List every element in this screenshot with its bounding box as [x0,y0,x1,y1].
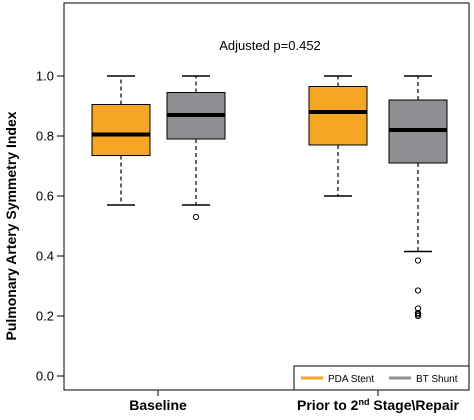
p-value-annotation: Adjusted p=0.452 [219,38,321,53]
y-tick-label: 0.4 [36,249,54,264]
legend: PDA Stent BT Shunt [293,365,470,391]
box-pda-stent-baseline [91,75,151,206]
box-bt-shunt-prior [388,75,448,320]
outlier-point [192,213,200,221]
plot-frame [63,2,470,391]
x-category-label: Prior to 2nd Stage\Repair [297,397,459,413]
y-tick-label: 0.8 [36,129,54,144]
x-category-label: Baseline [129,397,187,413]
y-tick-label: 1.0 [36,69,54,84]
legend-box [293,365,470,391]
legend-label: BT Shunt [416,374,458,385]
outlier-point [414,305,422,312]
y-tick-label: 0.6 [36,189,54,204]
box-pda-stent-prior [308,75,368,197]
outlier-point [414,287,422,294]
box-bt-shunt-baseline [166,75,226,221]
outlier-point [414,257,422,264]
y-tick-label: 0.0 [36,369,54,384]
y-axis-title: Pulmonary Artery Symmetry Index [3,111,19,340]
outlier-point [414,312,422,320]
iqr-box [91,104,151,156]
iqr-box [308,86,368,146]
legend-label: PDA Stent [328,374,374,385]
y-tick-label: 0.2 [36,309,54,324]
